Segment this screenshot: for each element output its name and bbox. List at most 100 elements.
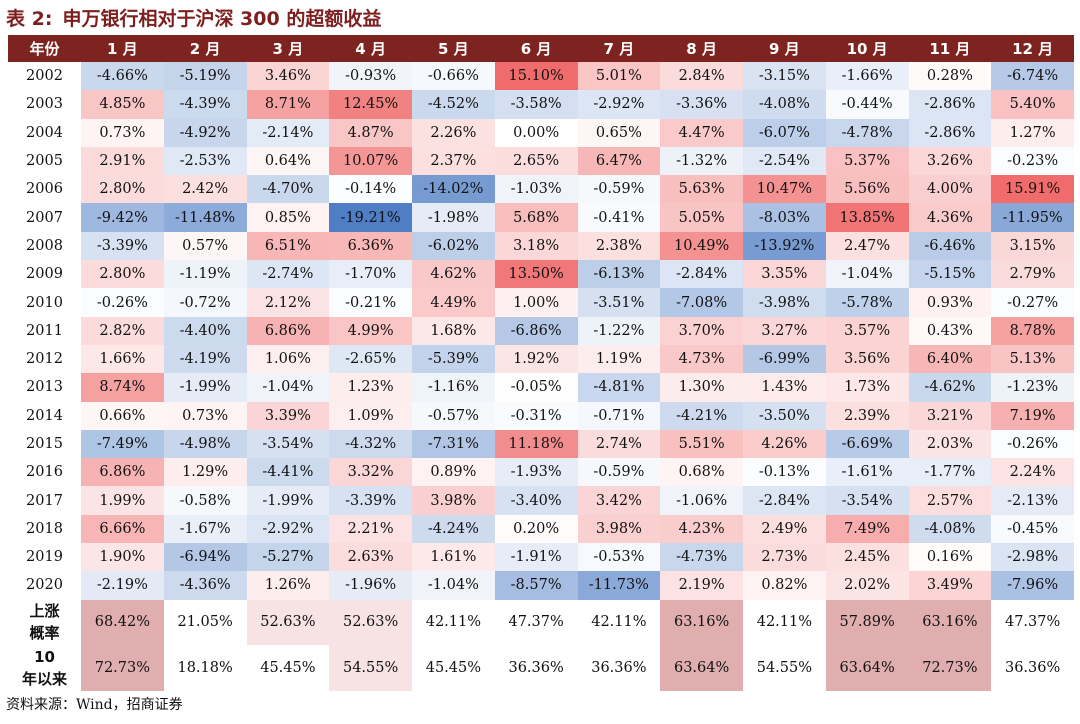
summary-cell: 47.37% — [991, 599, 1074, 646]
heatmap-cell: -2.65% — [329, 344, 412, 374]
heatmap-cell: 3.56% — [825, 344, 909, 374]
summary-cell: 18.18% — [163, 645, 247, 691]
heatmap-cell: 1.73% — [825, 373, 909, 402]
heatmap-cell: 0.93% — [908, 288, 992, 317]
heatmap-cell: -0.59% — [577, 458, 661, 487]
heatmap-cell: -3.51% — [577, 288, 661, 317]
heatmap-cell: 3.46% — [246, 62, 330, 91]
heatmap-cell: 0.68% — [660, 458, 743, 487]
heatmap-cell: -0.58% — [163, 486, 247, 515]
heatmap-cell: -2.92% — [246, 514, 330, 544]
heatmap-cell: -7.96% — [991, 571, 1074, 600]
heatmap-cell: 4.62% — [412, 260, 495, 289]
heatmap-cell: 2.42% — [163, 175, 247, 204]
heatmap-cell: -9.42% — [81, 203, 164, 232]
heatmap-cell: -4.39% — [163, 90, 247, 119]
summary-cell: 45.45% — [246, 645, 330, 691]
heatmap-cell: -2.19% — [81, 571, 164, 600]
summary-cell: 54.55% — [743, 645, 826, 691]
heatmap-cell: 3.26% — [908, 146, 992, 176]
heatmap-cell: 4.99% — [329, 316, 412, 345]
table-row: 2016 6.86% 1.29% -4.41% 3.32% 0.89% -1.93% -0.5… — [8, 458, 1074, 487]
heatmap-cell: 4.00% — [908, 175, 992, 204]
heatmap-cell: -2.84% — [743, 486, 826, 515]
heatmap-cell: -4.52% — [412, 90, 495, 119]
heatmap-cell: 3.35% — [743, 260, 826, 289]
heatmap-cell: 3.32% — [329, 458, 412, 487]
summary-cell: 21.05% — [163, 599, 247, 646]
summary-label: 10 年以来 — [21, 647, 67, 688]
heatmap-cell: -1.99% — [163, 373, 247, 402]
heatmap-cell: 5.63% — [660, 175, 743, 204]
heatmap-cell: 2.47% — [825, 231, 909, 261]
heatmap-cell: 0.82% — [743, 571, 826, 600]
heatmap-cell: -1.19% — [163, 260, 247, 289]
table-row: 2002 -4.66% -5.19% 3.46% -0.93% -0.66% 15.10% 5… — [8, 62, 1074, 91]
heatmap-cell: -1.66% — [825, 62, 909, 91]
year-cell: 2003 — [26, 96, 63, 113]
heatmap-cell: -3.54% — [825, 486, 909, 515]
header-month: 1 月 — [81, 35, 164, 62]
heatmap-cell: 1.99% — [81, 486, 164, 515]
heatmap-cell: 2.57% — [908, 486, 992, 515]
heatmap-cell: -0.66% — [412, 62, 495, 91]
heatmap-cell: -4.08% — [743, 90, 826, 119]
heatmap-cell: 1.23% — [329, 373, 412, 402]
heatmap-cell: -4.66% — [81, 62, 164, 91]
heatmap-cell: -3.40% — [494, 486, 578, 515]
heatmap-cell: -4.32% — [329, 429, 412, 459]
summary-cell: 45.45% — [412, 645, 495, 691]
heatmap-cell: -5.27% — [246, 543, 330, 572]
year-cell: 2010 — [26, 294, 63, 311]
heatmap-cell: -2.86% — [908, 90, 992, 119]
heatmap-cell: 1.29% — [163, 458, 247, 487]
heatmap-cell: -6.69% — [825, 429, 909, 459]
table-row: 2015 -7.49% -4.98% -3.54% -4.32% -7.31% 11.18%… — [8, 429, 1074, 459]
heatmap-cell: 2.26% — [412, 118, 495, 147]
year-cell: 2011 — [26, 322, 63, 339]
heatmap-cell: 10.49% — [660, 231, 743, 261]
heatmap-cell: -4.08% — [908, 514, 992, 544]
heatmap-cell: -1.16% — [412, 373, 495, 402]
heatmap-cell: 1.43% — [743, 373, 826, 402]
heatmap-cell: -0.14% — [329, 175, 412, 204]
summary-cell: 52.63% — [329, 599, 412, 646]
heatmap-cell: 15.10% — [494, 62, 578, 91]
heatmap-cell: 1.00% — [494, 288, 578, 317]
heatmap-cell: 6.47% — [577, 146, 661, 176]
heatmap-cell: 1.66% — [81, 344, 164, 374]
heatmap-cell: 0.89% — [412, 458, 495, 487]
heatmap-cell: 6.66% — [81, 514, 164, 544]
heatmap-cell: -1.22% — [577, 316, 661, 345]
heatmap-cell: -6.99% — [743, 344, 826, 374]
heatmap-cell: 0.16% — [908, 543, 992, 572]
summary-cell: 42.11% — [743, 599, 826, 646]
summary-cell: 68.42% — [81, 599, 164, 646]
heatmap-cell: -4.36% — [163, 571, 247, 600]
heatmap-cell: 3.15% — [991, 231, 1074, 261]
heatmap-cell: -1.03% — [494, 175, 578, 204]
heatmap-cell: -11.95% — [991, 203, 1074, 232]
heatmap-cell: -1.04% — [412, 571, 495, 600]
heatmap-cell: 13.50% — [494, 260, 578, 289]
heatmap-cell: -0.44% — [825, 90, 909, 119]
heatmap-cell: 0.28% — [908, 62, 992, 91]
heatmap-cell: 1.06% — [246, 344, 330, 374]
heatmap-cell: -1.96% — [329, 571, 412, 600]
heatmap-cell: 2.24% — [991, 458, 1074, 487]
heatmap-cell: 2.80% — [81, 175, 164, 204]
heatmap-cell: -1.77% — [908, 458, 992, 487]
heatmap-cell: 3.98% — [577, 514, 661, 544]
heatmap-cell: -4.98% — [163, 429, 247, 459]
heatmap-cell: 3.57% — [825, 316, 909, 345]
heatmap-cell: -0.21% — [329, 288, 412, 317]
header-month: 10 月 — [825, 35, 909, 62]
table-row: 2004 0.73% -4.92% -2.14% 4.87% 2.26% 0.00% 0.65… — [8, 118, 1074, 147]
heatmap-cell: -4.40% — [163, 316, 247, 345]
summary-cell: 52.63% — [246, 599, 330, 646]
heatmap-cell: 5.13% — [991, 344, 1074, 374]
table-row: 2014 0.66% 0.73% 3.39% 1.09% -0.57% -0.31% -0.7… — [8, 401, 1074, 430]
heatmap-cell: 2.03% — [908, 429, 992, 459]
heatmap-cell: -1.70% — [329, 260, 412, 289]
heatmap-cell: 5.05% — [660, 203, 743, 232]
